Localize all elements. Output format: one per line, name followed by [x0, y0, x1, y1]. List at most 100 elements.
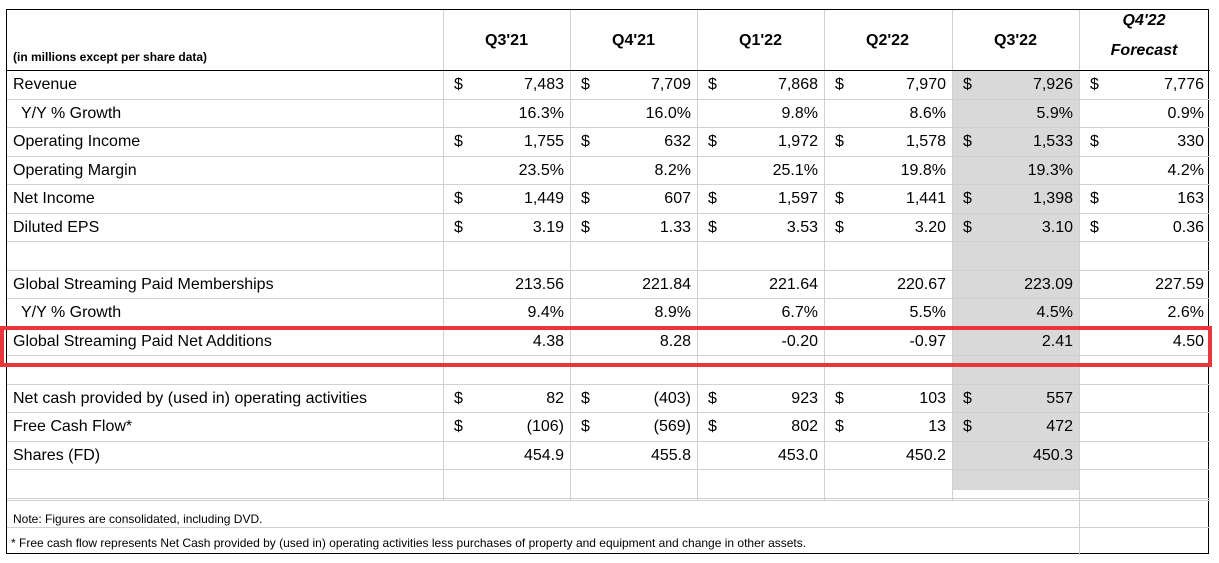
cell-revenue-growth-0: 16.3%: [518, 104, 564, 122]
grid-column-line: [824, 10, 825, 500]
cell-revenue-growth-2: 9.8%: [781, 104, 818, 122]
cell-memberships-growth-4: 4.5%: [1036, 304, 1073, 321]
dollar-sign: $: [581, 76, 590, 93]
cell-diluted-eps-4: 3.10: [1041, 218, 1073, 236]
grid-row-line: [7, 269, 1210, 271]
column-header-forecast: Forecast: [1110, 42, 1178, 59]
grid-row-line: [7, 412, 1210, 413]
cell-diluted-eps-1: 1.33: [659, 218, 691, 236]
row-label-free-cash-flow: Free Cash Flow*: [13, 418, 133, 435]
dollar-sign: $: [835, 76, 844, 93]
cell-memberships-growth-0: 9.4%: [527, 304, 564, 321]
row-label-revenue-growth: Y/Y % Growth: [21, 104, 122, 122]
cell-memberships-2: 221.64: [769, 275, 818, 293]
cell-net-additions-2: -0.20: [781, 332, 818, 350]
cell-diluted-eps-5: 0.36: [1172, 218, 1204, 236]
dollar-sign: $: [963, 190, 972, 207]
dollar-sign: $: [963, 418, 972, 435]
cell-operating-margin-3: 19.8%: [900, 161, 946, 179]
dollar-sign: $: [454, 76, 463, 93]
cell-operating-margin-0: 23.5%: [518, 161, 564, 179]
dollar-sign: $: [1090, 133, 1099, 150]
cell-net-income-4: 1,398: [1032, 190, 1073, 207]
table-subtitle: (in millions except per share data): [13, 50, 208, 64]
cell-operating-income-3: 1,578: [905, 133, 946, 150]
dollar-sign: $: [581, 389, 590, 407]
cell-revenue-4: 7,926: [1032, 76, 1073, 93]
cell-shares-3: 450.2: [905, 446, 946, 464]
cell-operating-margin-2: 25.1%: [772, 161, 818, 179]
dollar-sign: $: [963, 218, 972, 236]
dollar-sign: $: [454, 418, 463, 435]
cell-revenue-5: 7,776: [1163, 76, 1204, 93]
cell-free-cash-flow-4: 472: [1046, 418, 1073, 435]
cell-operating-margin-5: 4.2%: [1167, 161, 1204, 179]
cell-free-cash-flow-1: (569): [653, 418, 691, 435]
dollar-sign: $: [1090, 76, 1099, 93]
dollar-sign: $: [708, 389, 717, 407]
cell-operating-margin-1: 8.2%: [654, 161, 691, 179]
cell-operating-income-4: 1,533: [1032, 133, 1073, 150]
grid-row-line: [7, 440, 1210, 442]
cell-shares-1: 455.8: [650, 446, 691, 464]
cell-operating-income-2: 1,972: [777, 133, 818, 150]
grid-row-line: [7, 212, 1210, 214]
cell-operating-margin-4: 19.3%: [1027, 161, 1073, 179]
cell-free-cash-flow-3: 13: [928, 418, 946, 435]
cell-net-additions-1: 8.28: [659, 332, 691, 350]
dollar-sign: $: [835, 190, 844, 207]
cell-diluted-eps-0: 3.19: [532, 218, 564, 236]
row-label-operating-cash: Net cash provided by (used in) operating…: [13, 389, 367, 407]
cell-revenue-0: 7,483: [523, 76, 564, 93]
row-label-net-income: Net Income: [13, 190, 95, 207]
cell-memberships-3: 220.67: [897, 275, 946, 293]
note-consolidated: Note: Figures are consolidated, includin…: [13, 512, 263, 526]
cell-revenue-3: 7,970: [905, 76, 946, 93]
cell-net-income-1: 607: [664, 190, 691, 207]
cell-operating-income-5: 330: [1177, 133, 1204, 150]
cell-diluted-eps-2: 3.53: [786, 218, 818, 236]
dollar-sign: $: [963, 76, 972, 93]
grid-row-line: [7, 98, 1210, 100]
cell-operating-cash-2: 923: [791, 389, 818, 407]
cell-operating-cash-4: 557: [1046, 389, 1073, 407]
dollar-sign: $: [454, 190, 463, 207]
cell-memberships-growth-2: 6.7%: [781, 304, 818, 321]
cell-operating-cash-1: (403): [653, 389, 691, 407]
grid-row-line: [7, 469, 1210, 470]
cell-net-income-5: 163: [1177, 190, 1204, 207]
cell-shares-4: 450.3: [1032, 446, 1073, 464]
dollar-sign: $: [1090, 218, 1099, 236]
grid-column-line: [1079, 10, 1080, 555]
row-label-memberships: Global Streaming Paid Memberships: [13, 275, 274, 293]
cell-memberships-5: 227.59: [1155, 275, 1204, 293]
cell-memberships-growth-5: 2.6%: [1167, 304, 1204, 321]
cell-shares-0: 454.9: [523, 446, 564, 464]
grid-row-line: [7, 241, 1210, 242]
grid-row-line: [7, 527, 1210, 528]
cell-net-income-3: 1,441: [905, 190, 946, 207]
grid-column-line: [443, 10, 444, 500]
row-label-revenue: Revenue: [13, 76, 78, 93]
financial-table: (in millions except per share data) Q3'2…: [6, 9, 1210, 555]
row-label-net-additions: Global Streaming Paid Net Additions: [13, 332, 272, 350]
row-label-diluted-eps: Diluted EPS: [13, 218, 100, 236]
grid-row-line: [7, 184, 1210, 185]
grid-row-line: [7, 155, 1210, 157]
dollar-sign: $: [708, 218, 717, 236]
grid-row-line: [7, 500, 1210, 501]
cell-net-additions-0: 4.38: [532, 332, 564, 350]
cell-net-income-0: 1,449: [523, 190, 564, 207]
grid-row-line: [7, 298, 1210, 299]
cell-operating-income-1: 632: [664, 133, 691, 150]
column-header-q321: Q3'21: [485, 32, 528, 49]
cell-memberships-0: 213.56: [515, 275, 564, 293]
dollar-sign: $: [963, 133, 972, 150]
dollar-sign: $: [581, 133, 590, 150]
column-header-q421: Q4'21: [612, 32, 655, 49]
grid-row-line: [7, 383, 1210, 385]
dollar-sign: $: [963, 389, 972, 407]
cell-revenue-growth-1: 16.0%: [645, 104, 691, 122]
note-free-cash-flow: * Free cash flow represents Net Cash pro…: [11, 536, 807, 550]
q322-column-shade: [952, 70, 1079, 490]
